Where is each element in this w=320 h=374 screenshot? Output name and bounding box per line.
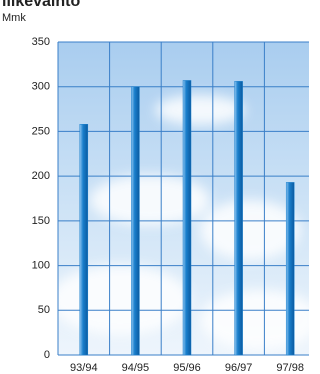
y-tick-label: 100 bbox=[32, 259, 50, 271]
bar bbox=[235, 81, 243, 355]
x-tick-label: 95/96 bbox=[173, 362, 201, 374]
chart-subtitle: Mmk bbox=[2, 12, 26, 24]
chart-title: liikevaihto bbox=[2, 0, 80, 10]
y-tick-label: 250 bbox=[32, 125, 50, 137]
y-tick-label: 0 bbox=[44, 349, 50, 361]
y-tick-label: 200 bbox=[32, 170, 50, 182]
bar bbox=[286, 182, 294, 355]
bar bbox=[80, 124, 88, 355]
x-tick-label: 93/94 bbox=[70, 362, 98, 374]
chart: liikevaihto Mmk 0 50 100 150 200 250 300 350 93/… bbox=[0, 0, 309, 374]
y-tick-label: 150 bbox=[32, 215, 50, 227]
bar bbox=[131, 87, 139, 355]
y-tick-label: 300 bbox=[32, 81, 50, 93]
x-tick-label: 97/98 bbox=[276, 362, 304, 374]
x-tick-label: 96/97 bbox=[225, 362, 253, 374]
y-tick-label: 350 bbox=[32, 36, 50, 48]
x-tick-label: 94/95 bbox=[122, 362, 150, 374]
bar bbox=[183, 80, 191, 355]
y-tick-label: 50 bbox=[38, 304, 50, 316]
